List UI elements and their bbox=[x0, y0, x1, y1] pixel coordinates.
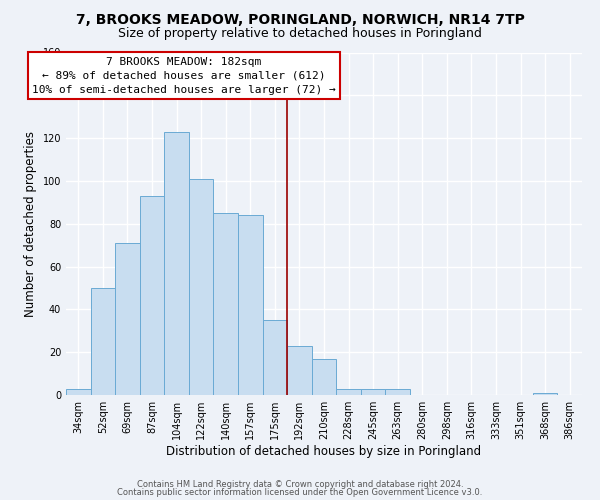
Bar bbox=[164, 132, 189, 395]
Bar bbox=[385, 388, 410, 395]
Text: Size of property relative to detached houses in Poringland: Size of property relative to detached ho… bbox=[118, 28, 482, 40]
Text: 7, BROOKS MEADOW, PORINGLAND, NORWICH, NR14 7TP: 7, BROOKS MEADOW, PORINGLAND, NORWICH, N… bbox=[76, 12, 524, 26]
Text: 7 BROOKS MEADOW: 182sqm
← 89% of detached houses are smaller (612)
10% of semi-d: 7 BROOKS MEADOW: 182sqm ← 89% of detache… bbox=[32, 57, 336, 95]
Text: Contains HM Land Registry data © Crown copyright and database right 2024.: Contains HM Land Registry data © Crown c… bbox=[137, 480, 463, 489]
Bar bbox=[312, 358, 336, 395]
Bar bbox=[214, 213, 238, 395]
Bar bbox=[263, 320, 287, 395]
Bar bbox=[66, 388, 91, 395]
Bar bbox=[287, 346, 312, 395]
Y-axis label: Number of detached properties: Number of detached properties bbox=[24, 130, 37, 317]
Bar bbox=[189, 179, 214, 395]
Bar bbox=[238, 215, 263, 395]
Bar bbox=[336, 388, 361, 395]
Text: Contains public sector information licensed under the Open Government Licence v3: Contains public sector information licen… bbox=[118, 488, 482, 497]
Bar bbox=[91, 288, 115, 395]
Bar bbox=[115, 243, 140, 395]
Bar bbox=[140, 196, 164, 395]
X-axis label: Distribution of detached houses by size in Poringland: Distribution of detached houses by size … bbox=[166, 445, 482, 458]
Bar bbox=[361, 388, 385, 395]
Bar bbox=[533, 393, 557, 395]
